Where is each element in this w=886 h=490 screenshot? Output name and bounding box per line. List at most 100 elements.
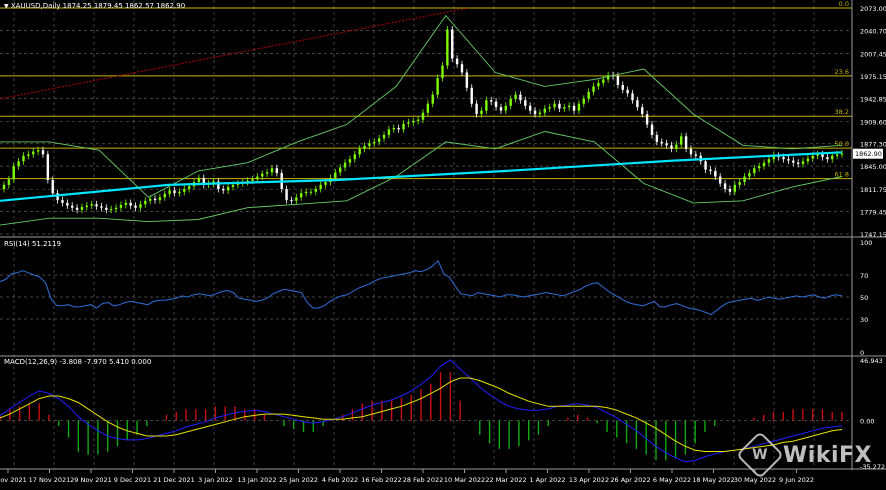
candle [504, 102, 508, 115]
candle-body [290, 200, 293, 202]
candle [621, 81, 624, 94]
candle-body [12, 166, 15, 180]
candle [139, 200, 142, 212]
candle-body [787, 159, 790, 161]
fib-level-label: 61.8 [835, 171, 849, 179]
date-label: 4 Feb 2022 [322, 476, 358, 484]
candle [684, 132, 688, 153]
candle [412, 117, 415, 126]
signal-line [0, 377, 843, 452]
candle [246, 177, 249, 186]
macd-tick-label: -35.272 [860, 463, 885, 471]
candle-body [139, 204, 142, 208]
price-tick-label: 1975.15 [860, 73, 886, 81]
date-label: 28 Feb 2022 [403, 476, 443, 484]
candle [12, 162, 15, 183]
macd-line [0, 359, 843, 463]
candle-body [485, 100, 488, 111]
current-price-marker [853, 148, 883, 159]
candle [90, 200, 93, 210]
candle [41, 146, 45, 158]
candle [723, 180, 727, 193]
wikifx-logo-icon: W [735, 430, 785, 480]
candle-body [499, 107, 503, 111]
candle [616, 72, 620, 89]
candle-body [816, 154, 819, 156]
candle [373, 138, 376, 147]
candle [290, 196, 293, 205]
candle [80, 203, 84, 214]
date-label: 25 Jan 2022 [279, 476, 318, 484]
candle-body [436, 78, 439, 95]
candle [494, 98, 498, 111]
candle-body [821, 154, 824, 158]
candle-body [835, 154, 839, 156]
candle-body [402, 123, 405, 130]
macd-header: MACD(12,26,9) -3.808 -7.970 5.410 0.000 [4, 358, 152, 366]
candle-body [684, 136, 688, 149]
candle [261, 170, 264, 181]
candle-body [129, 202, 132, 206]
candle-body [592, 86, 595, 92]
candle [577, 100, 581, 115]
candle [499, 103, 503, 115]
candle [124, 199, 128, 209]
candle [733, 181, 737, 196]
candle-body [382, 134, 386, 139]
candle [840, 150, 844, 158]
candle-body [304, 191, 308, 194]
candle-body [61, 200, 64, 203]
candle [665, 139, 668, 149]
candle-body [75, 207, 79, 210]
candle-body [163, 193, 166, 198]
candle-body [114, 207, 118, 210]
candle-body [41, 150, 45, 155]
candle-body [144, 200, 147, 205]
candle-body [714, 170, 717, 177]
candle [265, 168, 269, 178]
candle-body [236, 183, 240, 185]
fib-level-label: 50.0 [835, 140, 849, 148]
candle-body [548, 107, 551, 109]
candle [299, 189, 303, 201]
candle [431, 91, 434, 108]
candle [338, 164, 342, 176]
candle [178, 188, 181, 197]
candle [163, 190, 166, 201]
candle [314, 185, 318, 196]
candle [694, 150, 698, 160]
candle-body [17, 161, 20, 167]
candle [304, 188, 308, 197]
candle [436, 74, 439, 99]
candle-body [519, 94, 522, 101]
candle [806, 155, 810, 165]
candle-body [217, 181, 220, 190]
candle [36, 146, 40, 156]
candle-body [757, 166, 761, 169]
candle [767, 155, 771, 167]
candle-body [465, 72, 469, 88]
candle-body [270, 168, 274, 173]
candle [387, 125, 391, 139]
candle-body [183, 189, 186, 192]
collapse-triangle-icon[interactable]: ▼ [4, 3, 9, 10]
candle [285, 185, 288, 204]
candle-body [665, 143, 668, 146]
candle-body [543, 108, 547, 113]
candle-body [90, 204, 93, 206]
candle-body [27, 154, 30, 156]
candle [470, 84, 473, 108]
price-panel: 0.0 23.6 38.2 50.0 61.8 [0, 0, 852, 226]
candle [319, 181, 322, 193]
candle [407, 118, 410, 128]
candle [738, 178, 741, 189]
date-label: 9 Dec 2021 [114, 476, 151, 484]
candle [451, 26, 454, 63]
candle [202, 174, 205, 189]
candle [134, 202, 137, 212]
candle [592, 82, 595, 96]
candle [645, 110, 649, 128]
fib-level-label: 38.2 [835, 108, 849, 116]
